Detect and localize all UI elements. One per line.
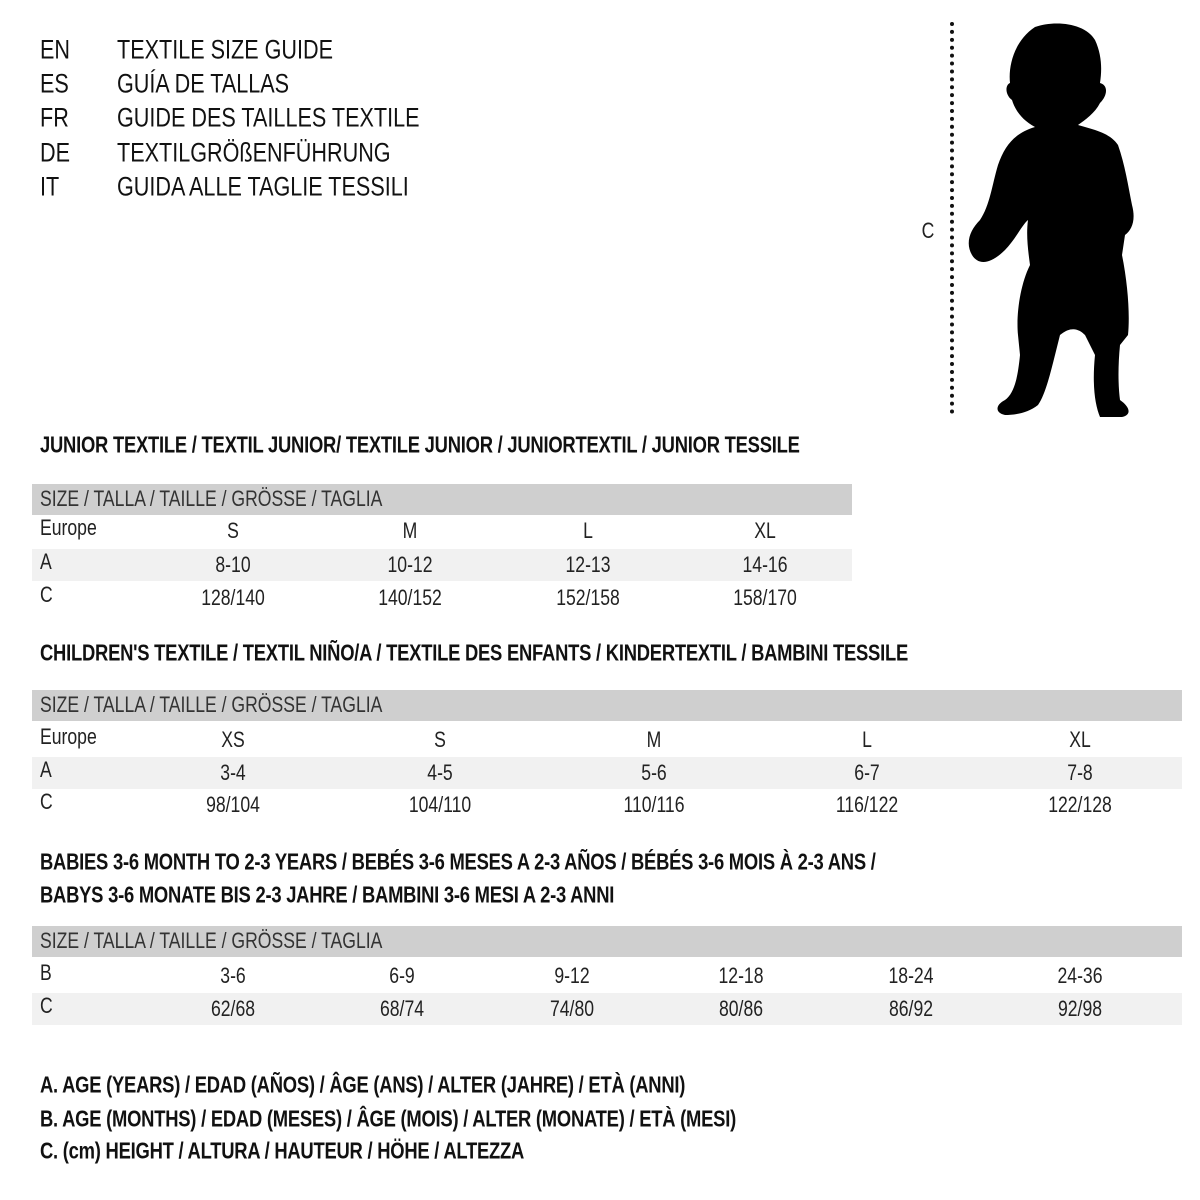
guide-title: GUÍA DE TALLAS: [117, 68, 290, 99]
language-code: DE: [40, 137, 71, 168]
language-code: EN: [40, 34, 71, 65]
table-cell: 3-4: [220, 760, 246, 785]
table-cell: 4-5: [427, 760, 453, 785]
table-cell: XL: [1069, 727, 1091, 752]
row-label: A: [40, 549, 52, 574]
table-cell: 158/170: [733, 585, 797, 610]
size-header-bar: [32, 484, 852, 515]
size-header-label: SIZE / TALLA / TAILLE / GRÖSSE / TAGLIA: [40, 928, 383, 953]
table-cell: 110/116: [623, 792, 685, 817]
legend-line: C. (cm) HEIGHT / ALTURA / HAUTEUR / HÖHE…: [40, 1137, 525, 1164]
guide-title: TEXTILGRÖßENFÜHRUNG: [117, 137, 391, 168]
table-cell: 140/152: [378, 585, 442, 610]
row-label: Europe: [40, 515, 97, 540]
table-cell: M: [402, 518, 418, 543]
table-cell: 9-12: [554, 963, 590, 988]
section-title: BABYS 3-6 MONATE BIS 2-3 JAHRE / BAMBINI…: [40, 881, 615, 908]
table-cell: 24-36: [1057, 963, 1103, 988]
table-cell: 92/98: [1057, 996, 1103, 1021]
table-cell: 12-13: [565, 552, 611, 577]
table-cell: 68/74: [379, 996, 425, 1021]
table-cell: 116/122: [835, 792, 899, 817]
table-cell: 6-9: [389, 963, 415, 988]
guide-title: GUIDE DES TAILLES TEXTILE: [117, 102, 420, 133]
legend-line: A. AGE (YEARS) / EDAD (AÑOS) / ÂGE (ANS)…: [40, 1071, 686, 1098]
row-band: [32, 993, 1182, 1025]
table-cell: 128/140: [201, 585, 265, 610]
section-title: JUNIOR TEXTILE / TEXTIL JUNIOR/ TEXTILE …: [40, 431, 800, 458]
size-header-label: SIZE / TALLA / TAILLE / GRÖSSE / TAGLIA: [40, 692, 383, 717]
section-title: CHILDREN'S TEXTILE / TEXTIL NIÑO/A / TEX…: [40, 639, 908, 666]
table-cell: 12-18: [718, 963, 764, 988]
table-cell: 8-10: [215, 552, 251, 577]
guide-title: GUIDA ALLE TAGLIE TESSILI: [117, 171, 409, 202]
table-cell: 98/104: [206, 792, 260, 817]
legend-line: B. AGE (MONTHS) / EDAD (MESES) / ÂGE (MO…: [40, 1105, 736, 1132]
language-code: IT: [40, 171, 60, 202]
row-band: [32, 757, 1182, 789]
size-header-bar: [32, 926, 1182, 957]
section-title: BABIES 3-6 MONTH TO 2-3 YEARS / BEBÉS 3-…: [40, 848, 876, 875]
language-code: FR: [40, 102, 69, 133]
table-cell: 122/128: [1048, 792, 1112, 817]
height-measure-line: [950, 22, 954, 414]
table-cell: 86/92: [888, 996, 934, 1021]
table-cell: 7-8: [1067, 760, 1093, 785]
language-code: ES: [40, 68, 69, 99]
size-header-label: SIZE / TALLA / TAILLE / GRÖSSE / TAGLIA: [40, 486, 383, 511]
table-cell: 5-6: [641, 760, 667, 785]
table-cell: 74/80: [549, 996, 595, 1021]
table-cell: 104/110: [408, 792, 472, 817]
row-label: C: [40, 993, 53, 1018]
row-label: C: [40, 789, 53, 814]
row-label: A: [40, 757, 52, 782]
row-label: Europe: [40, 724, 97, 749]
table-cell: 10-12: [387, 552, 433, 577]
table-cell: 3-6: [220, 963, 246, 988]
table-cell: XS: [221, 727, 245, 752]
table-cell: M: [646, 727, 662, 752]
table-cell: 18-24: [888, 963, 934, 988]
table-cell: L: [862, 727, 872, 752]
table-cell: L: [583, 518, 593, 543]
height-label: C: [921, 218, 935, 243]
row-label: C: [40, 582, 53, 607]
table-cell: 152/158: [556, 585, 620, 610]
table-cell: 14-16: [742, 552, 788, 577]
table-cell: 6-7: [854, 760, 880, 785]
table-cell: 80/86: [718, 996, 764, 1021]
row-band: [32, 549, 852, 581]
table-cell: XL: [754, 518, 776, 543]
size-header-bar: [32, 690, 1182, 721]
row-label: B: [40, 960, 52, 985]
table-cell: S: [434, 727, 446, 752]
guide-title: TEXTILE SIZE GUIDE: [117, 34, 334, 65]
table-cell: 62/68: [210, 996, 256, 1021]
table-cell: S: [227, 518, 239, 543]
child-silhouette-icon: [968, 23, 1134, 418]
